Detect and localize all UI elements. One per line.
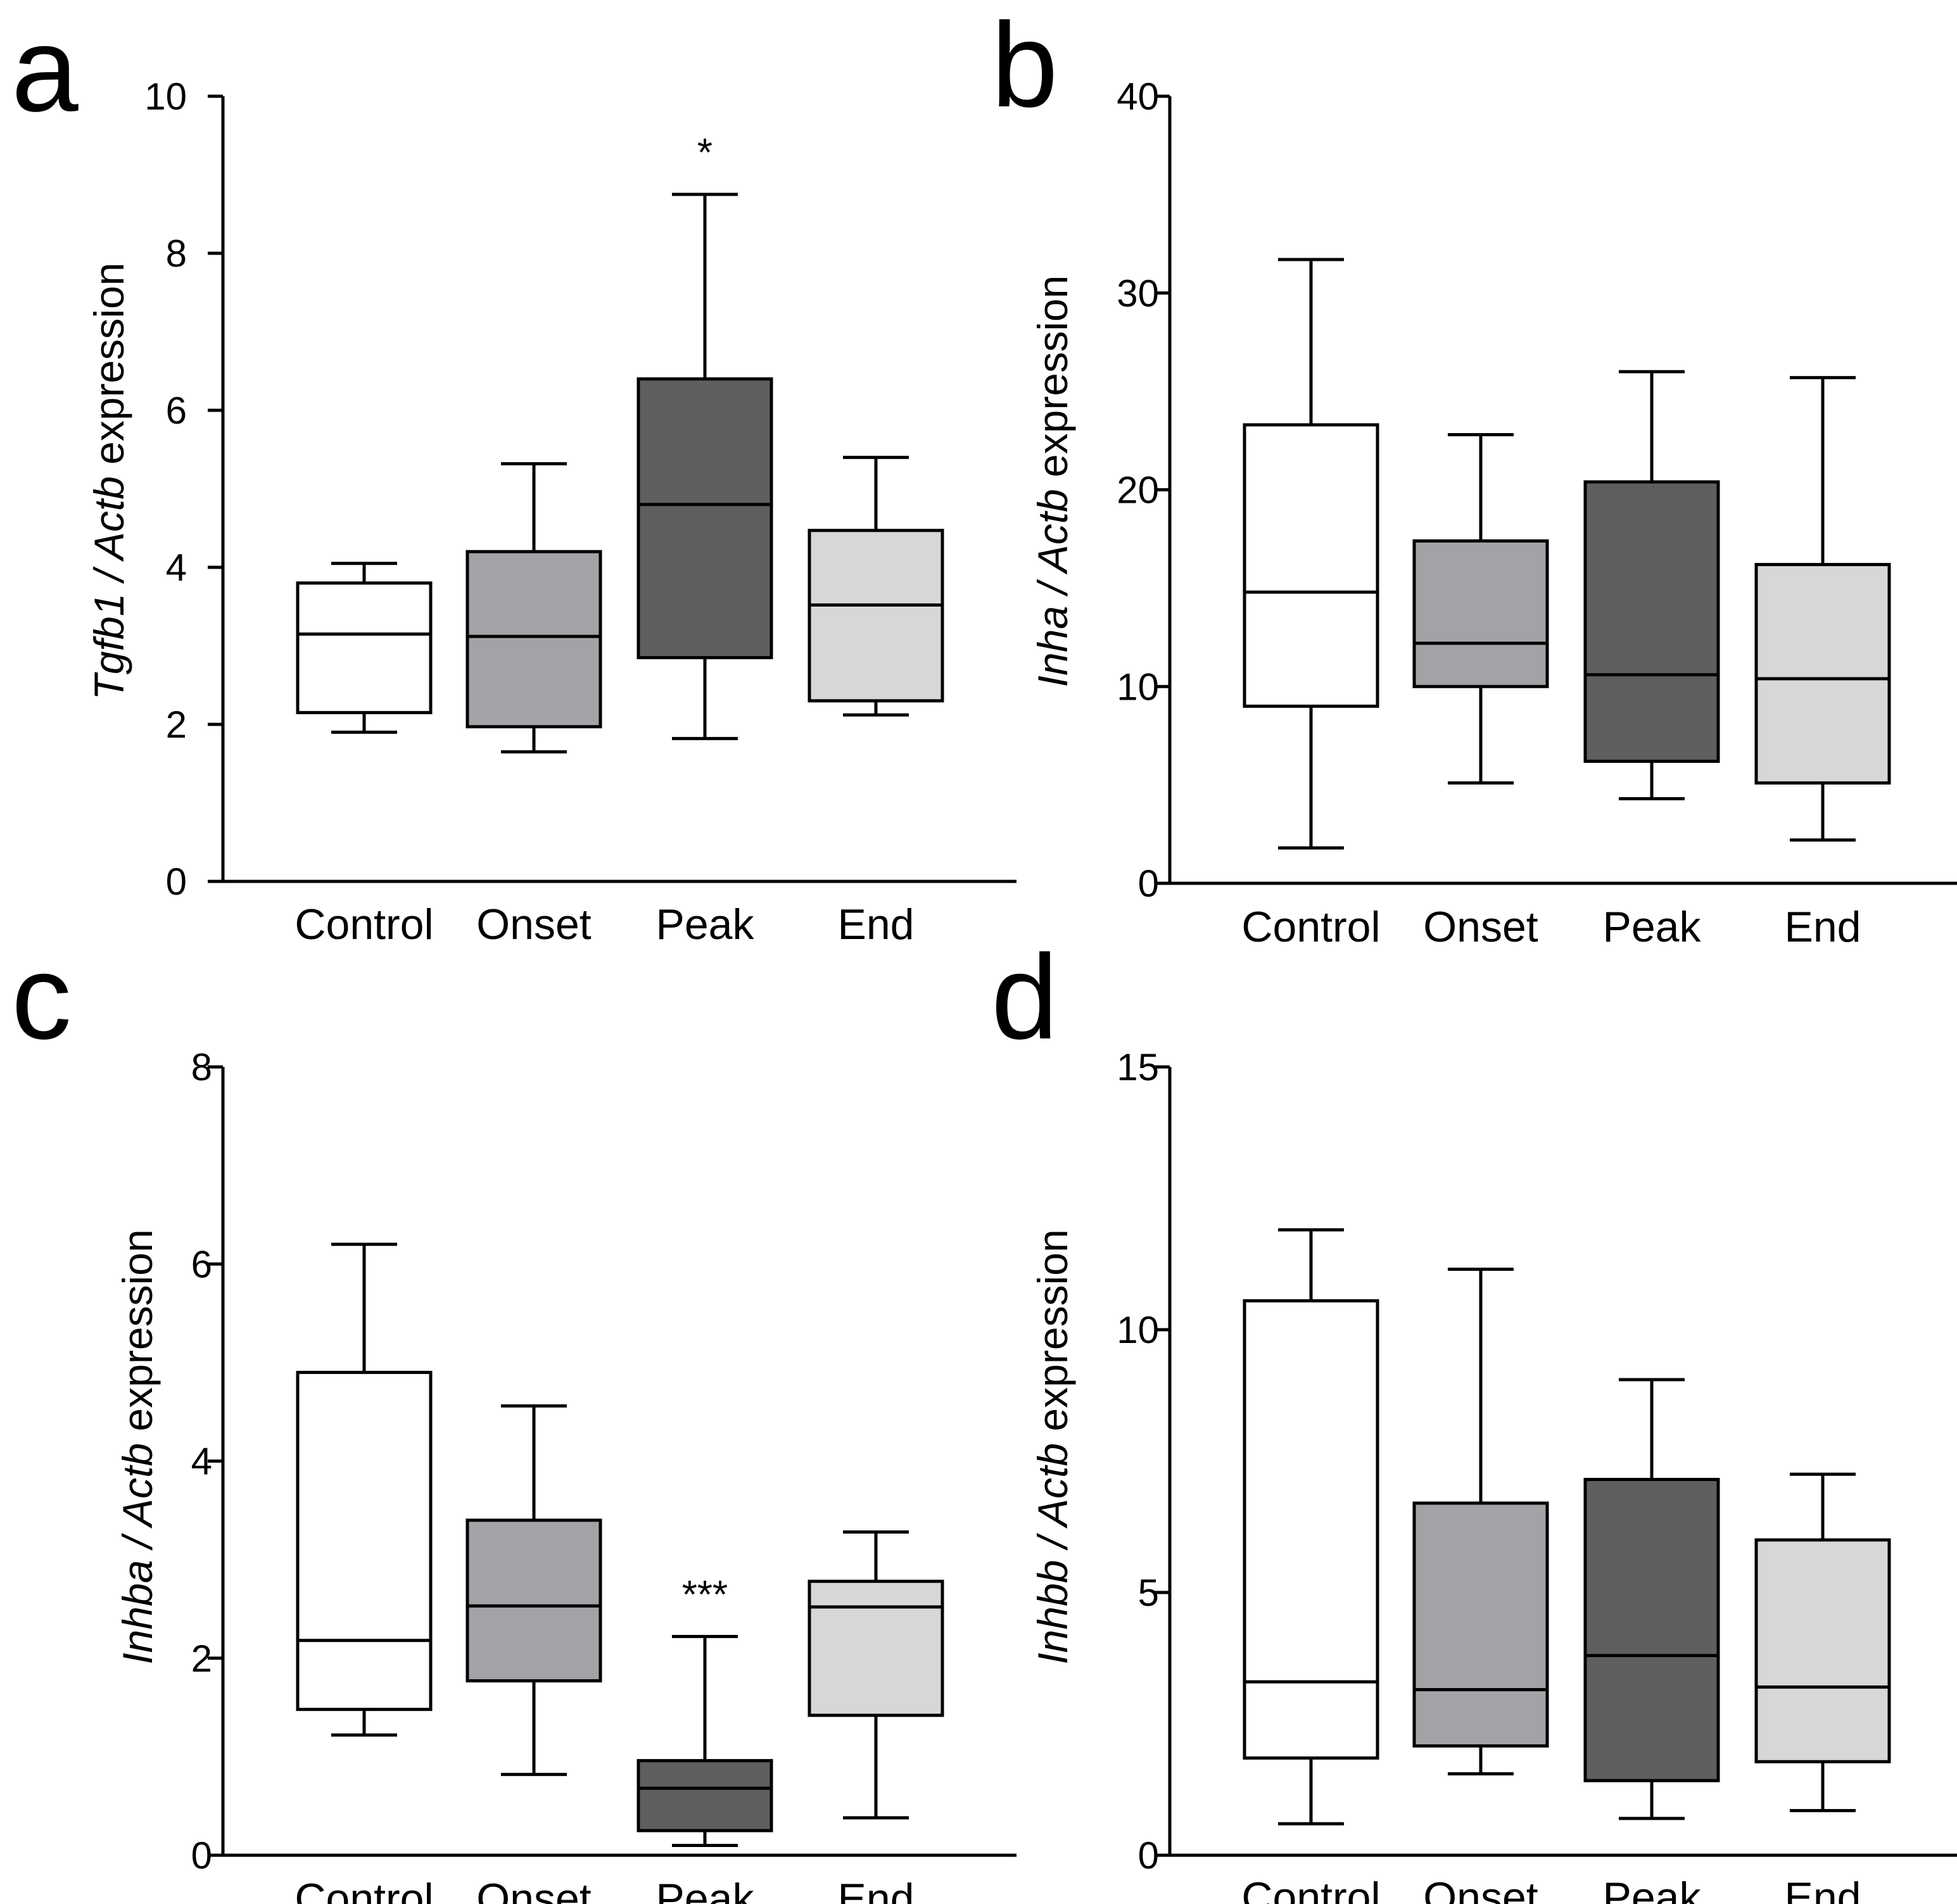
box-end	[808, 455, 944, 717]
box-iqr	[1243, 423, 1379, 708]
box-control	[1243, 258, 1379, 850]
box-peak	[1583, 1378, 1720, 1820]
y-tick-label: 0	[1138, 862, 1159, 905]
box-iqr	[1412, 1501, 1549, 1748]
x-category-label: End	[838, 1875, 915, 1904]
box-peak: *	[636, 131, 773, 740]
box-iqr	[1412, 539, 1549, 688]
y-tick-label: 2	[191, 1637, 212, 1680]
box-onset	[466, 1404, 602, 1776]
x-category-label: End	[838, 900, 915, 949]
y-tick-label: 8	[166, 232, 187, 275]
box-control	[296, 1242, 433, 1737]
y-tick-label: 0	[1138, 1834, 1159, 1877]
y-tick-label: 40	[1117, 75, 1159, 118]
box-onset	[466, 462, 602, 753]
y-tick-label: 8	[191, 1046, 212, 1088]
y-tick-label: 4	[191, 1441, 212, 1483]
box-end	[808, 1530, 944, 1820]
y-tick-label: 30	[1117, 272, 1159, 315]
x-category-label: Peak	[1603, 1874, 1702, 1904]
x-category-label: Control	[294, 900, 433, 949]
significance-marker: ***	[682, 1573, 728, 1617]
y-tick-label: 10	[1117, 665, 1159, 708]
box-iqr	[808, 1579, 944, 1717]
y-tick-label: 10	[144, 75, 187, 118]
box-end	[1754, 375, 1891, 842]
x-category-label: Control	[294, 1875, 433, 1904]
box-onset	[1412, 1268, 1549, 1775]
panel-d: d Inhbb / Actb expression 0 5 10 15 Control O…	[991, 930, 1957, 1904]
box-iqr	[1754, 563, 1891, 785]
y-axis-label-a: Tgfb1 / Actb expression	[86, 263, 132, 700]
panel-a: a Tgfb1 / Actb expression 0 2 4 6 8 10 Control…	[11, 3, 1016, 949]
box-iqr	[1243, 1299, 1379, 1760]
y-axis-label-c: Inhba / Actb expression	[114, 1229, 161, 1664]
box-iqr	[636, 377, 773, 660]
x-category-label: Control	[1241, 1874, 1380, 1904]
y-tick-label: 6	[166, 389, 187, 432]
panel-letter-d: d	[991, 930, 1058, 1064]
x-category-label: Onset	[476, 900, 592, 949]
panel-letter-a: a	[11, 3, 79, 137]
box-iqr	[1754, 1538, 1891, 1763]
box-iqr	[296, 581, 433, 714]
panel-b: b Inha / Actb expression 0 10 20 30 40 Contro…	[991, 0, 1957, 951]
y-tick-label: 0	[191, 1834, 212, 1877]
box-iqr	[808, 529, 944, 703]
panel-letter-c: c	[11, 930, 72, 1064]
x-category-label: End	[1785, 1874, 1861, 1904]
box-iqr	[1583, 480, 1720, 763]
y-tick-label: 15	[1117, 1046, 1159, 1088]
y-tick-label: 20	[1117, 469, 1159, 512]
box-peak: ***	[636, 1573, 773, 1847]
y-tick-label: 6	[191, 1243, 212, 1285]
x-category-label: Peak	[656, 1875, 755, 1904]
box-iqr	[466, 1518, 602, 1683]
y-axis-label-b: Inha / Actb expression	[1029, 275, 1076, 688]
x-category-label: Onset	[1423, 903, 1538, 951]
x-category-label: Control	[1241, 903, 1380, 951]
box-iqr	[296, 1370, 433, 1712]
x-category-label: Peak	[656, 900, 755, 949]
y-tick-label: 4	[166, 546, 187, 589]
box-iqr	[1583, 1478, 1720, 1782]
box-control	[1243, 1228, 1379, 1825]
y-tick-label: 0	[166, 861, 187, 903]
box-end	[1754, 1472, 1891, 1812]
y-tick-label: 10	[1117, 1309, 1159, 1351]
panel-letter-b: b	[991, 0, 1058, 132]
box-peak	[1583, 370, 1720, 800]
panel-c: c Inhba / Actb expression 0 2 4 6 8 Control On…	[11, 930, 1016, 1904]
y-tick-label: 5	[1138, 1572, 1159, 1614]
x-category-label: Onset	[476, 1875, 592, 1904]
box-onset	[1412, 432, 1549, 785]
y-tick-label: 2	[166, 703, 187, 746]
x-category-label: End	[1785, 903, 1861, 951]
y-axis-label-d: Inhbb / Actb expression	[1029, 1229, 1076, 1664]
box-iqr	[466, 550, 602, 729]
significance-marker: *	[697, 131, 712, 175]
x-category-label: Peak	[1603, 903, 1702, 951]
box-iqr	[636, 1759, 773, 1832]
box-control	[296, 562, 433, 734]
x-category-label: Onset	[1423, 1874, 1538, 1904]
